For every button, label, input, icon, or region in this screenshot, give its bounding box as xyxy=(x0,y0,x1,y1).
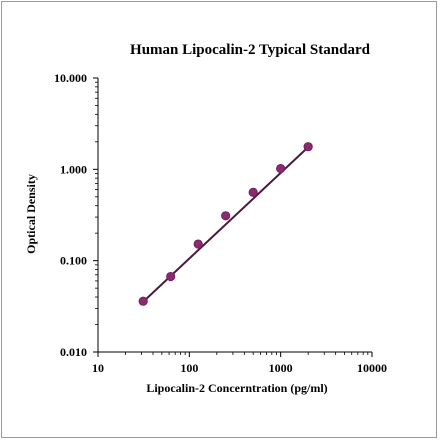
x-tick-label: 10 xyxy=(92,361,104,375)
y-tick-label: 0.100 xyxy=(60,254,87,268)
y-axis-label: Optical Density xyxy=(24,174,38,254)
data-point xyxy=(138,296,148,306)
axes: 0.010 0.100 1.000 10.000 10 100 1000 10000 xyxy=(54,71,387,375)
data-point xyxy=(276,163,286,174)
chart-title: Human Lipocalin-2 Typical Standard xyxy=(130,42,371,58)
x-axis-label: Lipocalin-2 Concerntration (pg/ml) xyxy=(146,381,327,395)
y-tick-label: 10.000 xyxy=(54,71,87,85)
data-point xyxy=(221,211,231,221)
data-point xyxy=(303,142,313,152)
x-tick-label: 100 xyxy=(180,361,198,375)
data-point xyxy=(248,187,258,197)
data-point xyxy=(166,271,176,282)
y-tick-label: 1.000 xyxy=(60,162,87,176)
data-point xyxy=(193,239,203,249)
data-points xyxy=(138,142,313,306)
y-tick-label: 0.010 xyxy=(60,345,87,359)
x-tick-label: 1000 xyxy=(269,361,293,375)
x-tick-label: 10000 xyxy=(357,361,387,375)
